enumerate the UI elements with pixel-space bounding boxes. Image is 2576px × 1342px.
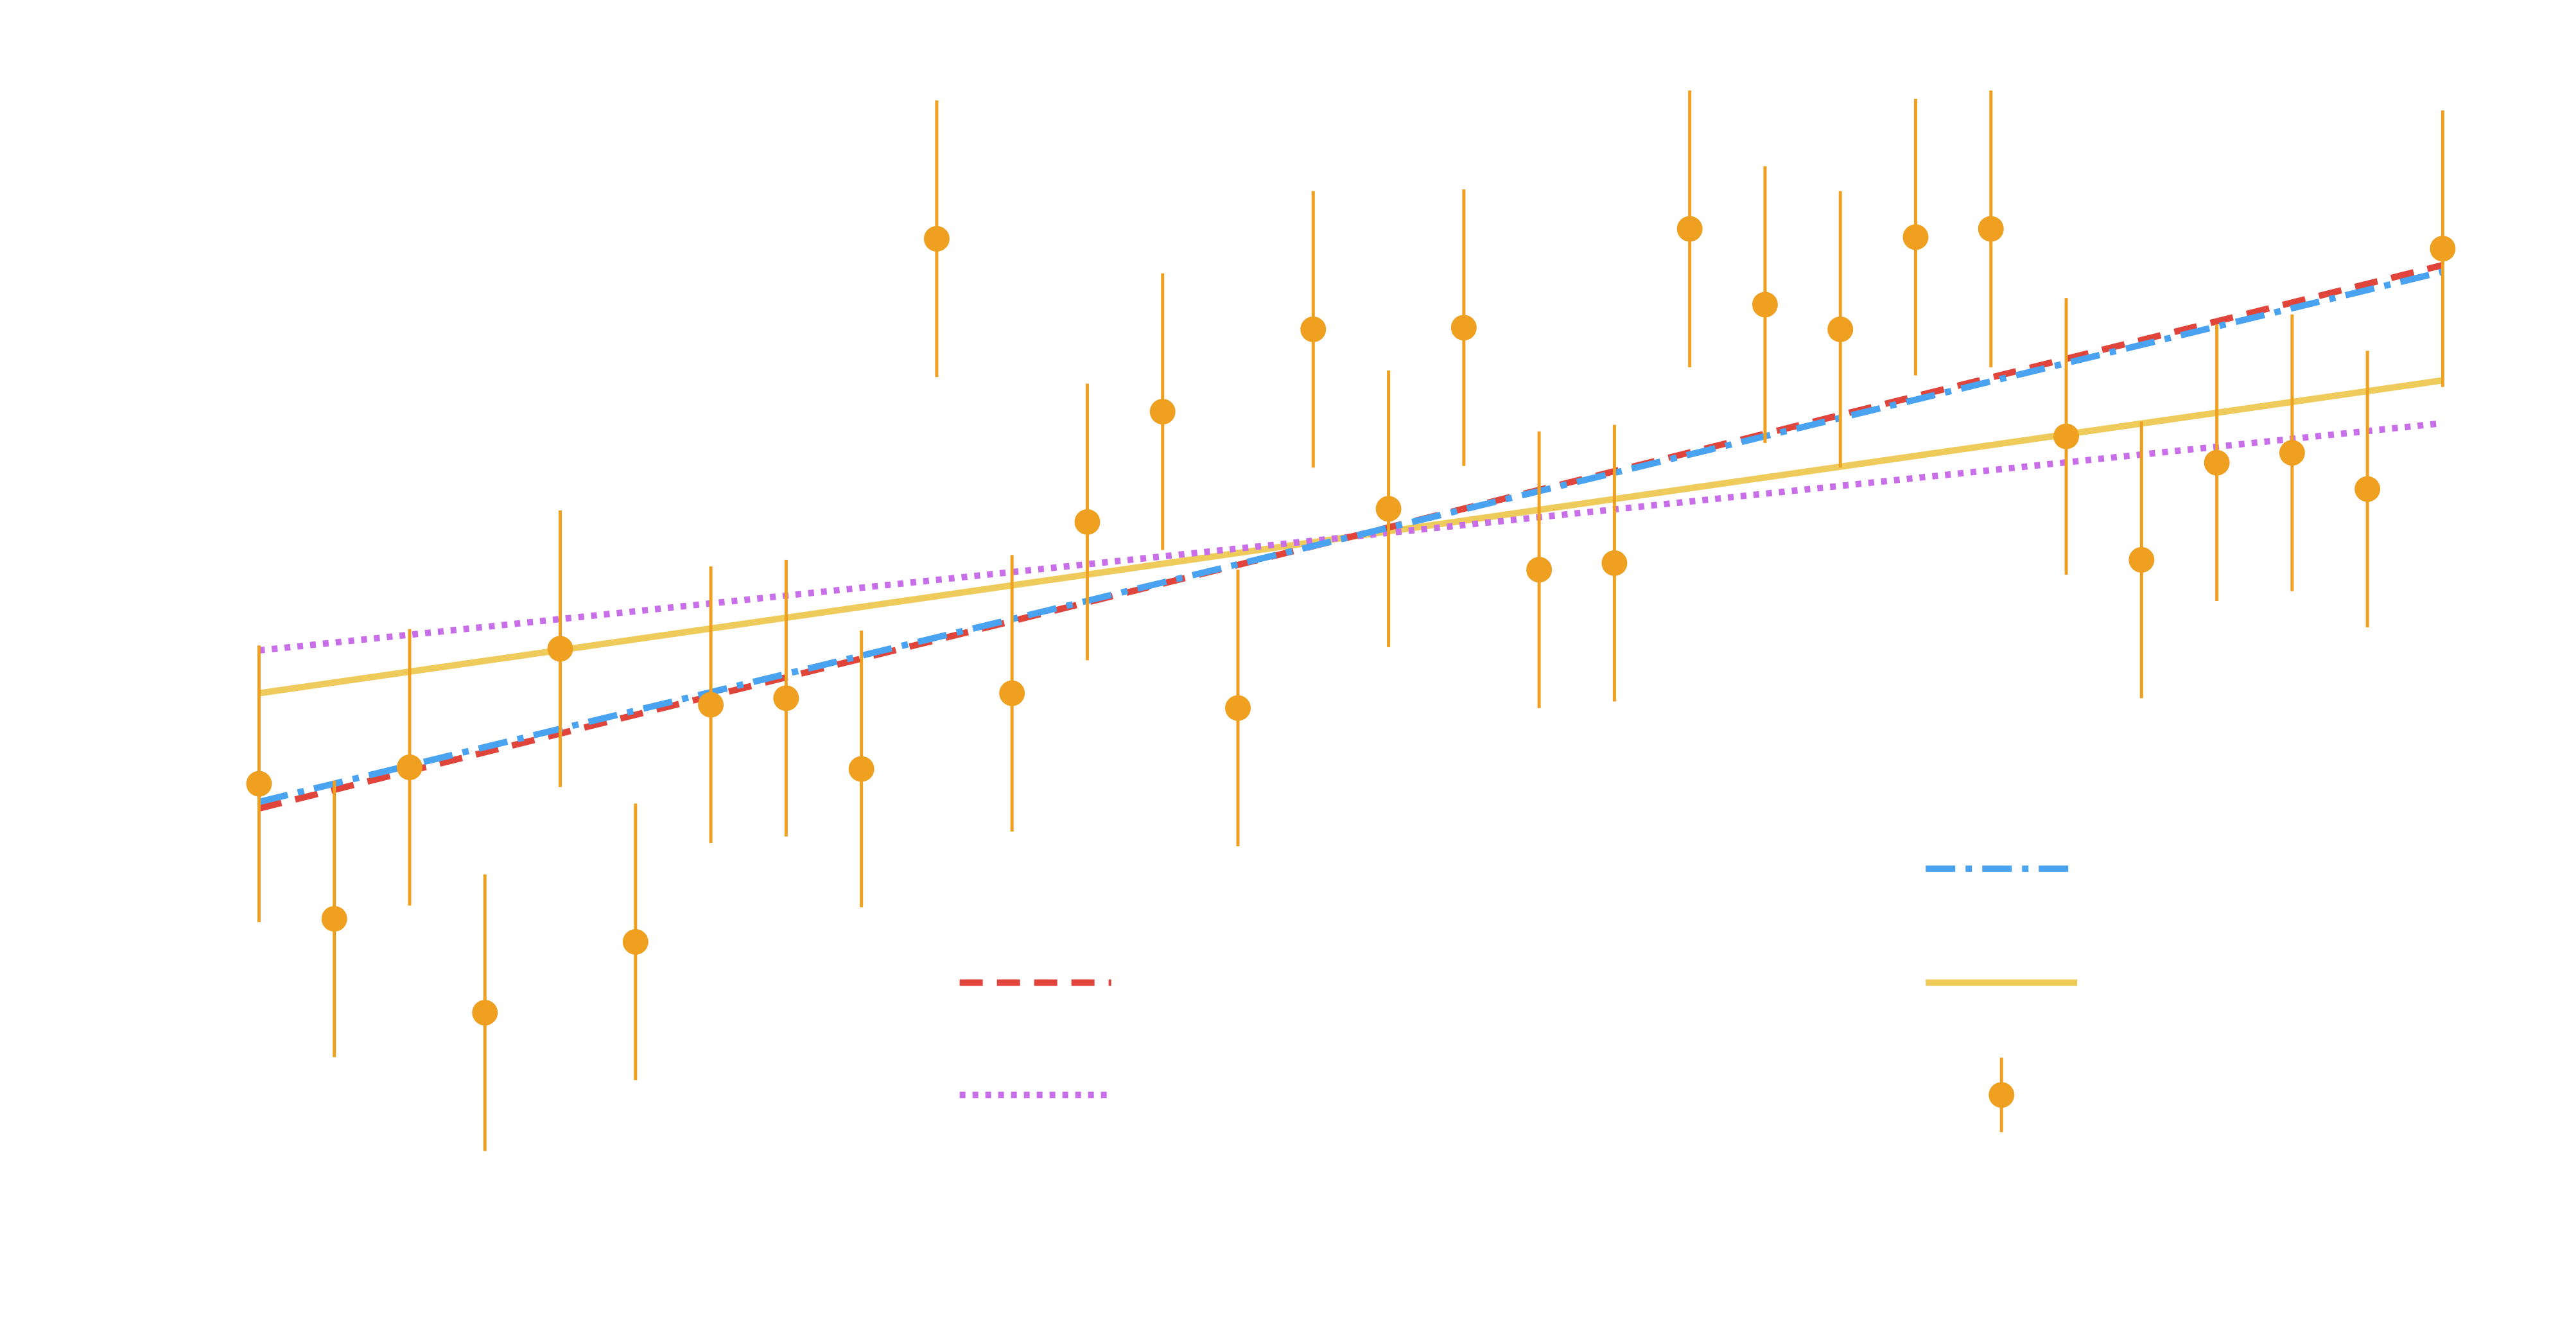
data-point xyxy=(246,771,272,797)
data-point xyxy=(2354,476,2381,502)
data-point xyxy=(1450,315,1477,341)
data-point xyxy=(1526,557,1553,583)
data-point xyxy=(1074,509,1101,535)
data-point xyxy=(1827,316,1854,342)
data-point xyxy=(472,1000,498,1026)
data-point xyxy=(2053,423,2080,449)
data-point xyxy=(1149,399,1176,425)
data-point xyxy=(848,756,875,782)
data-point xyxy=(1902,224,1929,250)
data-point xyxy=(999,680,1025,706)
data-point xyxy=(2430,236,2456,262)
data-point xyxy=(1601,550,1628,577)
fit-line xyxy=(258,268,2444,805)
data-point xyxy=(547,636,573,662)
data-point xyxy=(2204,449,2230,476)
data-point xyxy=(396,754,422,781)
data-point xyxy=(2279,440,2305,466)
legend-marker xyxy=(1989,1082,2015,1108)
data-point xyxy=(2128,546,2155,573)
data-point xyxy=(923,225,950,252)
data-point xyxy=(321,905,347,932)
data-point xyxy=(1225,695,1251,721)
data-point xyxy=(622,928,648,955)
data-point xyxy=(773,685,799,711)
data-point xyxy=(698,692,724,718)
fit-line xyxy=(258,262,2444,812)
data-point xyxy=(1978,216,2004,242)
data-point xyxy=(1375,496,1402,522)
data-point xyxy=(1300,316,1327,342)
data-point xyxy=(1676,216,1703,242)
data-point xyxy=(1752,292,1778,318)
